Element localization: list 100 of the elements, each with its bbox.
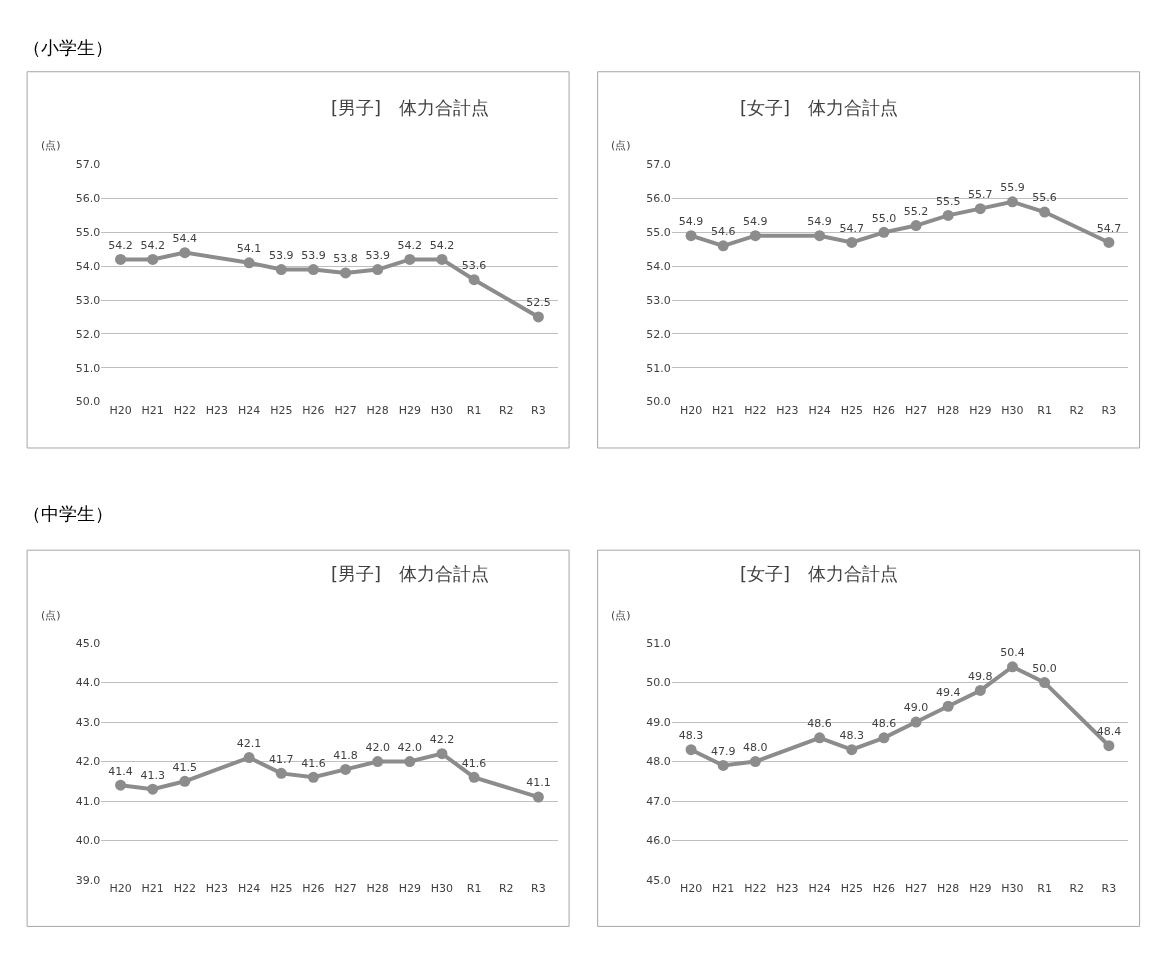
x-tick-label: R1: [466, 403, 482, 417]
data-label: 54.9: [678, 215, 704, 229]
point: [436, 253, 448, 265]
point: [243, 257, 255, 269]
data-label: 54.6: [710, 225, 736, 239]
x-tick-label: H25: [840, 881, 863, 895]
x-tick-label: H29: [969, 881, 992, 895]
chart-title: [女子] 体力合計点: [740, 97, 899, 118]
data-label: 54.1: [236, 242, 262, 256]
x-tick-label: R3: [531, 403, 546, 417]
data-label: 54.2: [397, 238, 423, 252]
data-label: 42.1: [236, 736, 262, 750]
x-tick-label: H30: [1001, 881, 1024, 895]
data-label: 41.3: [140, 768, 165, 782]
y-tick-label: 40.0: [75, 834, 101, 848]
point: [404, 253, 416, 265]
data-label: 55.0: [871, 211, 897, 225]
data-label: 54.7: [839, 221, 865, 235]
point: [147, 253, 159, 265]
y-tick-label: 43.0: [75, 715, 101, 729]
x-tick-label: H29: [969, 403, 992, 417]
point: [340, 763, 352, 775]
point: [1039, 677, 1051, 689]
y-tick-label: 54.0: [646, 260, 671, 274]
point: [147, 783, 159, 795]
y-tick-label: 50.0: [646, 395, 671, 409]
y-axis-title: (点): [611, 609, 631, 622]
x-tick-label: H22: [744, 881, 767, 895]
data-label: 53.9: [301, 248, 326, 262]
y-tick-label: 50.0: [75, 395, 101, 409]
point: [436, 748, 448, 760]
x-tick-label: H28: [366, 881, 389, 895]
y-tick-label: 41.0: [75, 794, 101, 808]
point: [1006, 661, 1018, 673]
y-tick-label: 56.0: [75, 192, 101, 206]
y-tick-label: 54.0: [75, 260, 101, 274]
data-label: 41.8: [333, 748, 358, 762]
x-tick-label: H20: [109, 403, 132, 417]
y-tick-label: 46.0: [646, 834, 671, 848]
text: （中学生）: [23, 503, 113, 524]
x-tick-label: H30: [430, 881, 454, 895]
point: [115, 253, 127, 265]
x-tick-label: H28: [937, 403, 960, 417]
x-tick-label: H23: [776, 881, 799, 895]
x-tick-label: H27: [334, 881, 357, 895]
x-tick-label: H24: [237, 881, 261, 895]
chart-title: [女子] 体力合計点: [740, 563, 899, 584]
y-tick-label: 51.0: [646, 361, 671, 375]
data-label: 48.0: [743, 740, 768, 754]
point: [307, 771, 319, 783]
data-label: 54.7: [1096, 221, 1122, 235]
y-tick-label: 55.0: [646, 226, 671, 240]
point: [468, 771, 480, 783]
point: [749, 756, 761, 768]
point: [846, 744, 858, 756]
y-tick-label: 45.0: [646, 873, 671, 887]
data-label: 41.6: [461, 756, 487, 770]
x-tick-label: H21: [141, 881, 164, 895]
x-tick-label: R1: [466, 881, 482, 895]
x-tick-label: R3: [531, 881, 546, 895]
y-tick-label: 51.0: [646, 636, 671, 650]
data-label: 53.9: [269, 248, 294, 262]
data-label: 41.6: [301, 756, 326, 770]
x-tick-label: H22: [173, 881, 196, 895]
x-tick-label: H25: [270, 403, 293, 417]
point: [532, 311, 544, 323]
point: [910, 220, 922, 232]
x-tick-label: H20: [679, 403, 703, 417]
data-label: 55.5: [935, 194, 961, 208]
data-label: 41.7: [269, 752, 294, 766]
x-tick-label: H23: [776, 403, 799, 417]
text: （小学生）: [23, 37, 113, 58]
chart-title: [男子] 体力合計点: [331, 563, 490, 584]
x-tick-label: H24: [808, 403, 831, 417]
data-label: 55.6: [1032, 191, 1057, 205]
point: [974, 203, 986, 215]
point: [910, 716, 922, 728]
x-tick-label: R2: [1069, 403, 1085, 417]
point: [814, 732, 826, 744]
x-tick-label: H27: [904, 881, 928, 895]
chart-title: [男子] 体力合計点: [331, 97, 490, 118]
x-tick-label: H23: [205, 881, 229, 895]
x-tick-label: H24: [237, 403, 261, 417]
point: [717, 240, 729, 252]
x-tick-label: H26: [872, 403, 896, 417]
data-label: 41.1: [526, 776, 551, 790]
point: [468, 274, 480, 286]
point: [685, 230, 697, 242]
data-label: 50.4: [1000, 646, 1025, 660]
y-tick-label: 51.0: [75, 361, 101, 375]
x-tick-label: R2: [498, 881, 514, 895]
y-tick-label: 57.0: [75, 158, 101, 172]
y-tick-label: 52.0: [646, 327, 671, 341]
y-axis-title: (点): [611, 139, 631, 152]
y-axis-title: (点): [41, 609, 61, 622]
x-tick-label: H28: [937, 881, 960, 895]
x-tick-label: H28: [366, 403, 389, 417]
x-tick-label: R1: [1037, 403, 1052, 417]
point: [179, 247, 191, 259]
y-tick-label: 45.0: [75, 636, 101, 650]
